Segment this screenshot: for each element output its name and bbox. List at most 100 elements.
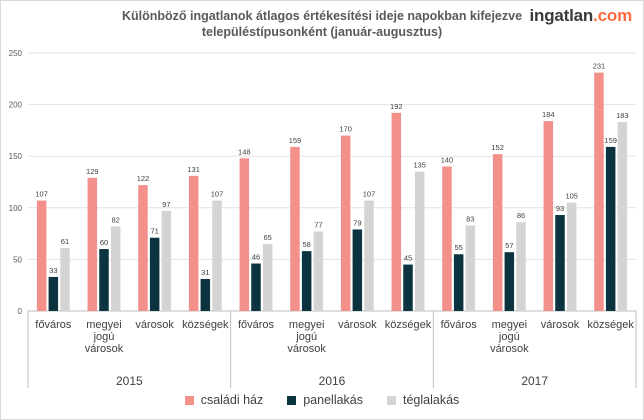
- bar: [48, 276, 59, 311]
- legend-item-teglalakas: téglalakás: [387, 393, 459, 407]
- data-label: 71: [150, 227, 158, 236]
- bar: [36, 200, 47, 311]
- data-label: 107: [35, 190, 48, 199]
- legend-item-csaladi-haz: családi ház: [184, 393, 264, 407]
- x-category-label: városok: [338, 319, 377, 331]
- data-label: 192: [390, 102, 403, 111]
- data-label: 82: [112, 215, 120, 224]
- legend-label-teglalakas: téglalakás: [403, 393, 460, 407]
- x-group-label: 2015: [116, 374, 143, 388]
- bar: [414, 171, 425, 311]
- x-category-label: községek: [587, 319, 634, 331]
- data-label: 55: [454, 243, 462, 252]
- legend-item-panellakas: panellakás: [287, 393, 363, 407]
- legend-swatch-teglalakas: [387, 395, 396, 405]
- data-label: 83: [466, 214, 474, 223]
- bar: [251, 263, 261, 311]
- data-label: 159: [604, 136, 617, 145]
- brand-logo: ingatlan.com: [530, 6, 633, 26]
- data-label: 107: [363, 190, 376, 199]
- y-tick-label: 200: [9, 101, 23, 110]
- data-label: 31: [201, 268, 209, 277]
- bar: [99, 249, 109, 311]
- data-label: 122: [137, 174, 150, 183]
- data-label: 129: [86, 167, 99, 176]
- bar: [352, 229, 363, 311]
- bar: [340, 135, 351, 311]
- y-tick-label: 150: [9, 152, 23, 161]
- legend-swatch-csaladi-haz: [184, 395, 194, 405]
- bar: [290, 146, 300, 311]
- data-label: 231: [593, 62, 606, 71]
- bar: [617, 122, 628, 311]
- x-category-label: városok: [541, 319, 580, 331]
- y-tick-label: 100: [9, 204, 23, 213]
- bar: [313, 231, 324, 311]
- bar: [138, 185, 148, 311]
- bar: [149, 237, 160, 311]
- bar: [516, 222, 526, 311]
- data-label: 45: [404, 254, 412, 263]
- legend-label-csaladi-haz: családi ház: [200, 393, 264, 407]
- bar: [301, 251, 312, 311]
- data-label: 159: [289, 136, 302, 145]
- brand-tld: .com: [593, 6, 632, 25]
- bar: [262, 243, 273, 311]
- data-label: 131: [187, 165, 200, 174]
- bar: [543, 121, 554, 311]
- bar: [566, 202, 577, 311]
- data-label: 170: [339, 125, 352, 134]
- data-label: 33: [49, 266, 57, 275]
- bar: [364, 200, 374, 311]
- data-label: 97: [162, 200, 170, 209]
- legend-swatch-panellakas: [287, 395, 297, 405]
- data-label: 135: [413, 161, 426, 170]
- x-group-label: 2016: [319, 374, 346, 388]
- data-label: 183: [616, 111, 629, 120]
- bar: [188, 175, 199, 311]
- legend-label-panellakas: panellakás: [303, 393, 363, 407]
- y-tick-label: 0: [18, 307, 23, 316]
- data-label: 57: [505, 241, 513, 250]
- x-category-label: városok: [135, 319, 174, 331]
- bar: [442, 166, 452, 311]
- data-label: 105: [565, 192, 578, 201]
- data-label: 60: [100, 238, 108, 247]
- legend: családi ház panellakás téglalakás: [0, 393, 644, 407]
- x-category-label: főváros: [238, 319, 275, 331]
- data-label: 79: [353, 218, 361, 227]
- data-label: 184: [542, 110, 555, 119]
- data-label: 65: [264, 233, 272, 242]
- x-group-label: 2017: [521, 374, 548, 388]
- bar: [504, 252, 515, 311]
- x-category-label: főváros: [35, 319, 72, 331]
- data-label: 148: [238, 147, 251, 156]
- bar: [110, 226, 121, 311]
- y-tick-label: 250: [9, 49, 23, 58]
- chart-title-line2: településtípusonként (január-augusztus): [201, 25, 443, 39]
- chart-title-line1: Különböző ingatlanok átlagos értékesítés…: [121, 9, 523, 23]
- data-label: 93: [556, 204, 564, 213]
- bar: [453, 254, 464, 311]
- bar: [161, 210, 172, 311]
- y-tick-label: 50: [13, 255, 22, 264]
- bar: [492, 154, 503, 311]
- bar: [465, 225, 476, 311]
- bar: [403, 264, 413, 311]
- bar: [391, 112, 402, 311]
- bar: [605, 146, 616, 311]
- data-label: 140: [441, 156, 454, 165]
- data-label: 107: [211, 190, 224, 199]
- data-label: 61: [61, 237, 69, 246]
- data-label: 77: [314, 221, 322, 230]
- data-label: 86: [517, 211, 525, 220]
- x-category-label: községek: [385, 319, 432, 331]
- data-label: 152: [491, 143, 504, 152]
- x-category-label: megyei jogú városok: [85, 319, 124, 355]
- x-category-label: községek: [182, 319, 229, 331]
- x-category-label: főváros: [441, 319, 478, 331]
- bar: [594, 72, 604, 311]
- data-label: 58: [302, 240, 310, 249]
